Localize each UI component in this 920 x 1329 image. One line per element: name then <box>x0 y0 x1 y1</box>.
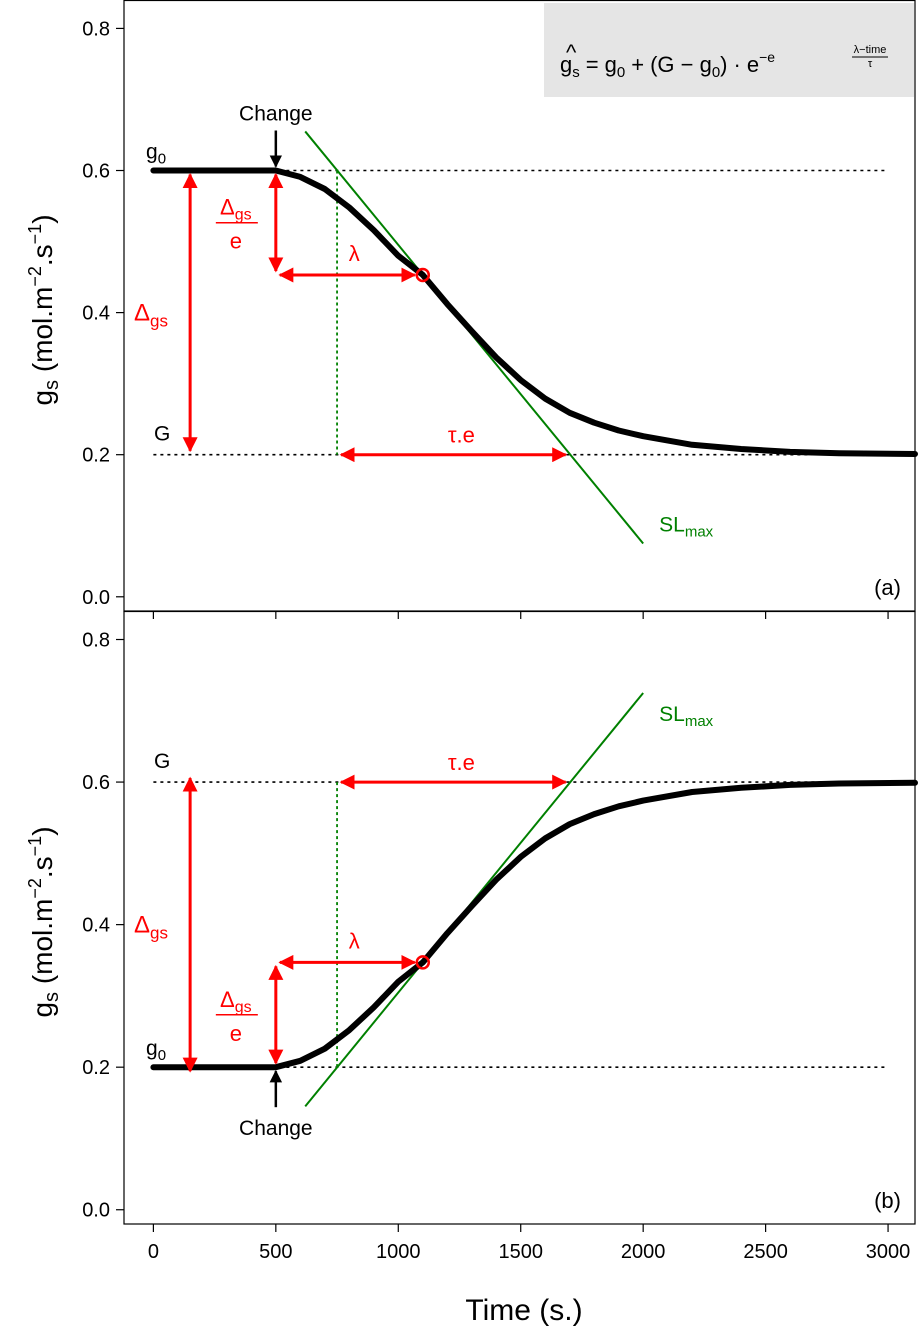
slmax-label: SLmax <box>659 514 714 541</box>
equation-paren-sub: 0 <box>712 64 720 81</box>
y-label-unit-mid: .s <box>27 856 58 878</box>
fraction-denominator: e <box>230 229 242 254</box>
fraction-delta: Δ <box>220 195 235 220</box>
change-label: Change <box>239 103 313 126</box>
panel-b: 0.0 0.2 0.4 0.6 0.8 0 500 1000 1500 2000 2500 3000 Δ… <box>82 610 918 1263</box>
delta-gs-label: Δgs <box>134 300 168 331</box>
y-tick-label: 0.2 <box>82 1057 110 1079</box>
y-tick-label: 0.6 <box>82 161 110 183</box>
y-label-g: g <box>27 390 58 406</box>
x-tick-label: 0 <box>148 1241 159 1263</box>
y-axis-label-bottom: gs (mol.m−2.s−1) <box>25 826 63 1017</box>
slmax-main: SL <box>659 703 685 726</box>
inflection-point-marker <box>415 267 431 283</box>
y-label-s: s <box>41 992 63 1002</box>
equation-paren-close: ) <box>720 52 727 77</box>
tau-e-label: τ.e <box>448 423 475 448</box>
equation-background <box>544 3 914 97</box>
y-tick-label: 0.8 <box>82 18 110 40</box>
y-label-unit-close: ) <box>27 214 58 223</box>
plot-frame <box>123 610 916 1225</box>
equation-lhs: g <box>560 52 572 77</box>
slmax-sub: max <box>685 713 714 730</box>
y-tick-label: 0.6 <box>82 772 110 794</box>
equation-g0: g <box>605 52 617 77</box>
x-tick-label: 2500 <box>743 1241 788 1263</box>
equation-fraction-numerator: λ−time <box>854 44 887 56</box>
y-tick-label: 0.0 <box>82 587 110 609</box>
y-label-unit-open: (mol.m <box>27 899 58 992</box>
lambda-label: λ <box>349 928 360 953</box>
slmax-label: SLmax <box>659 703 714 730</box>
y-tick-label: 0.8 <box>82 630 110 652</box>
g0-main: g <box>146 141 158 164</box>
change-label: Change <box>239 1117 313 1140</box>
equation-hat: ^ <box>566 40 577 65</box>
x-tick-label: 1000 <box>376 1241 421 1263</box>
y-tick-label: 0.2 <box>82 445 110 467</box>
fraction-denominator: e <box>230 1021 242 1046</box>
response-curve <box>150 779 918 1071</box>
delta-subscript: gs <box>150 312 168 331</box>
equation-equals: = <box>586 52 599 77</box>
equation-plus: + <box>631 52 644 77</box>
slmax-main: SL <box>659 514 685 537</box>
y-axis-label-top: gs (mol.m−2.s−1) <box>25 214 63 405</box>
equation-box: ^ gs = g0 + (G − g0) · e−e λ−time τ <box>544 3 914 97</box>
y-tick-label: 0.4 <box>82 303 110 325</box>
tau-e-label: τ.e <box>448 750 475 775</box>
y-label-s: s <box>41 380 63 390</box>
y-label-unit-open: (mol.m <box>27 287 58 380</box>
g0-sub: 0 <box>158 151 166 168</box>
fraction-delta-sub: gs <box>235 207 252 224</box>
x-tick-label: 2000 <box>621 1241 666 1263</box>
x-axis-label: Time (s.) <box>465 1294 582 1327</box>
y-label-unit-exp1: −2 <box>25 878 45 899</box>
x-tick-label: 500 <box>259 1241 292 1263</box>
y-label-g: g <box>27 1002 58 1018</box>
delta-gs-label: Δgs <box>134 912 168 943</box>
delta-symbol: Δ <box>134 300 150 327</box>
equation-text: gs = g0 + (G − g0) · e−e <box>560 49 775 81</box>
equation-e2: −e <box>759 49 775 65</box>
G-label: G <box>154 423 170 446</box>
y-label-unit-exp2: −1 <box>25 224 45 245</box>
x-tick-label: 1500 <box>498 1241 543 1263</box>
inflection-point-marker <box>415 955 431 970</box>
fraction-numerator: Δgs <box>220 987 252 1016</box>
y-tick-label: 0.4 <box>82 915 110 937</box>
y-label-unit-exp1: −2 <box>25 266 45 287</box>
G-label: G <box>154 750 170 773</box>
delta-subscript: gs <box>150 924 168 943</box>
lambda-label: λ <box>349 241 360 266</box>
slmax-sub: max <box>685 524 714 541</box>
fraction-delta: Δ <box>220 987 235 1012</box>
equation-lhs-sub: s <box>572 64 580 81</box>
panel-label: (a) <box>874 575 901 600</box>
g0-main: g <box>146 1037 158 1060</box>
delta-symbol: Δ <box>134 912 150 939</box>
y-label-unit-mid: .s <box>27 244 58 266</box>
x-tick-label: 3000 <box>866 1241 911 1263</box>
equation-e1: e <box>747 52 759 77</box>
equation-g0-sub: 0 <box>617 64 625 81</box>
y-tick-label: 0.0 <box>82 1200 110 1222</box>
fraction-delta-sub: gs <box>235 999 252 1016</box>
response-curve <box>150 167 918 457</box>
panel-label: (b) <box>874 1188 901 1213</box>
fraction-numerator: Δgs <box>220 195 252 224</box>
y-label-unit-close: ) <box>27 826 58 835</box>
equation-fraction-denominator: τ <box>868 58 873 70</box>
y-label-unit-exp2: −1 <box>25 836 45 857</box>
g0-sub: 0 <box>158 1047 166 1064</box>
equation-dot: · <box>733 52 740 77</box>
g0-label: g0 <box>146 1037 166 1064</box>
equation-paren: (G − g <box>650 52 712 77</box>
g0-label: g0 <box>146 141 166 168</box>
